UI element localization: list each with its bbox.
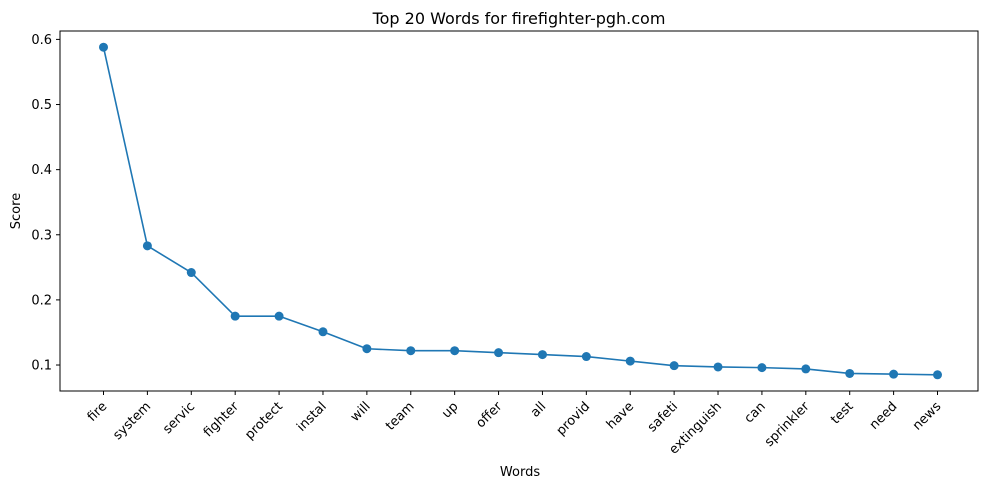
data-point <box>669 361 679 371</box>
data-point <box>99 42 108 52</box>
x-tick-label: all <box>528 399 549 420</box>
x-tick-label: servic <box>160 399 198 437</box>
data-point <box>757 363 767 373</box>
x-tick-label: can <box>742 399 769 426</box>
data-point <box>537 350 547 360</box>
x-tick-label: instal <box>294 399 330 435</box>
x-tick-label: safeti <box>645 399 681 435</box>
data-point <box>450 346 460 356</box>
data-point <box>318 327 328 337</box>
x-tick-label: test <box>828 399 856 427</box>
y-tick-label: 0.3 <box>31 228 52 243</box>
x-tick-label: offer <box>473 399 505 431</box>
data-point <box>625 356 635 366</box>
x-tick-label: will <box>348 399 374 425</box>
x-tick-label: fighter <box>201 399 243 441</box>
y-tick-label: 0.6 <box>31 33 52 48</box>
data-point <box>801 364 811 374</box>
x-axis-label: Words <box>500 465 540 480</box>
x-tick-label: provid <box>554 399 593 438</box>
x-tick-label: need <box>867 399 901 433</box>
y-axis-label: Score <box>9 193 24 229</box>
data-point <box>142 241 152 251</box>
data-point <box>581 352 591 362</box>
data-point <box>933 370 942 380</box>
data-point <box>494 348 504 358</box>
y-tick-label: 0.1 <box>31 359 52 374</box>
x-tick-label: team <box>383 399 417 433</box>
data-point <box>713 362 723 372</box>
x-tick-label: news <box>910 399 945 434</box>
data-point <box>274 311 284 321</box>
chart-title: Top 20 Words for firefighter-pgh.com <box>372 9 666 28</box>
data-point <box>845 368 855 378</box>
x-tick-label: have <box>604 399 637 432</box>
plot-frame <box>59 30 979 392</box>
data-point <box>362 344 372 354</box>
x-tick-label: sprinkler <box>762 399 813 450</box>
data-point <box>406 346 416 356</box>
x-tick-label: fire <box>85 399 111 425</box>
data-point <box>889 369 899 379</box>
x-tick-label: up <box>439 399 461 421</box>
series-line <box>102 47 938 376</box>
x-tick-label: protect <box>242 399 286 443</box>
y-tick-label: 0.5 <box>31 98 52 113</box>
data-point <box>230 311 240 321</box>
x-tick-label: system <box>110 399 154 443</box>
y-tick-label: 0.4 <box>31 163 52 178</box>
data-point <box>186 268 196 278</box>
y-tick-label: 0.2 <box>31 293 52 308</box>
